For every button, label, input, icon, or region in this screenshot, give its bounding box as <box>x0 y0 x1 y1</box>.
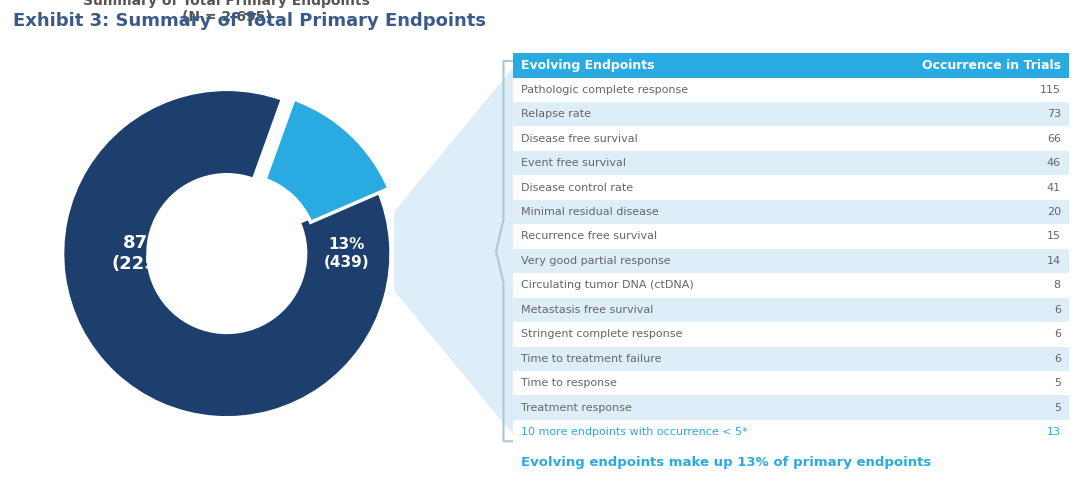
FancyBboxPatch shape <box>513 298 1069 322</box>
Text: Pathologic complete response: Pathologic complete response <box>522 85 688 95</box>
FancyBboxPatch shape <box>513 371 1069 396</box>
Text: Time to treatment failure: Time to treatment failure <box>522 354 662 364</box>
Text: 6: 6 <box>1054 329 1061 339</box>
Text: 46: 46 <box>1047 158 1061 168</box>
Text: Exhibit 3: Summary of Total Primary Endpoints: Exhibit 3: Summary of Total Primary Endp… <box>13 12 486 30</box>
Text: Minimal residual disease: Minimal residual disease <box>522 207 659 217</box>
Text: Circulating tumor DNA (ctDNA): Circulating tumor DNA (ctDNA) <box>522 281 694 290</box>
Text: 20: 20 <box>1047 207 1061 217</box>
Text: Evolving endpoints make up 13% of primary endpoints: Evolving endpoints make up 13% of primar… <box>522 456 932 469</box>
Text: 5: 5 <box>1054 378 1061 388</box>
Text: Relapse rate: Relapse rate <box>522 109 592 119</box>
Text: 15: 15 <box>1047 231 1061 242</box>
Wedge shape <box>265 99 389 222</box>
Title: Summary of Total Primary Endpoints
(N = 2,695): Summary of Total Primary Endpoints (N = … <box>83 0 370 24</box>
Text: Time to response: Time to response <box>522 378 617 388</box>
Text: Event free survival: Event free survival <box>522 158 626 168</box>
Text: 87%
(2255): 87% (2255) <box>111 234 178 273</box>
FancyBboxPatch shape <box>513 151 1069 175</box>
Text: Disease control rate: Disease control rate <box>522 183 634 193</box>
Text: 13%
(439): 13% (439) <box>324 237 369 270</box>
Text: Evolving Endpoints: Evolving Endpoints <box>522 59 654 72</box>
Text: Disease free survival: Disease free survival <box>522 134 638 144</box>
Text: 73: 73 <box>1047 109 1061 119</box>
Text: Very good partial response: Very good partial response <box>522 256 671 266</box>
FancyBboxPatch shape <box>513 102 1069 127</box>
Text: 5: 5 <box>1054 403 1061 412</box>
FancyBboxPatch shape <box>513 53 1069 78</box>
Text: 14: 14 <box>1047 256 1061 266</box>
Text: 66: 66 <box>1047 134 1061 144</box>
Text: 6: 6 <box>1054 305 1061 315</box>
Text: Treatment response: Treatment response <box>522 403 632 412</box>
FancyBboxPatch shape <box>513 346 1069 371</box>
FancyBboxPatch shape <box>513 420 1069 444</box>
FancyBboxPatch shape <box>513 224 1069 249</box>
Text: Occurrence in Trials: Occurrence in Trials <box>922 59 1061 72</box>
Polygon shape <box>394 61 518 441</box>
FancyBboxPatch shape <box>513 273 1069 298</box>
Text: Metastasis free survival: Metastasis free survival <box>522 305 653 315</box>
FancyBboxPatch shape <box>513 396 1069 420</box>
Text: 8: 8 <box>1054 281 1061 290</box>
FancyBboxPatch shape <box>513 175 1069 200</box>
Text: 115: 115 <box>1040 85 1061 95</box>
FancyBboxPatch shape <box>513 78 1069 102</box>
Text: 13: 13 <box>1047 427 1061 437</box>
Text: 6: 6 <box>1054 354 1061 364</box>
FancyBboxPatch shape <box>513 127 1069 151</box>
FancyBboxPatch shape <box>513 322 1069 346</box>
Wedge shape <box>63 89 391 418</box>
FancyBboxPatch shape <box>513 200 1069 224</box>
Text: Recurrence free survival: Recurrence free survival <box>522 231 658 242</box>
Text: 10 more endpoints with occurrence < 5*: 10 more endpoints with occurrence < 5* <box>522 427 748 437</box>
FancyBboxPatch shape <box>513 249 1069 273</box>
Text: 41: 41 <box>1047 183 1061 193</box>
Text: Stringent complete response: Stringent complete response <box>522 329 683 339</box>
